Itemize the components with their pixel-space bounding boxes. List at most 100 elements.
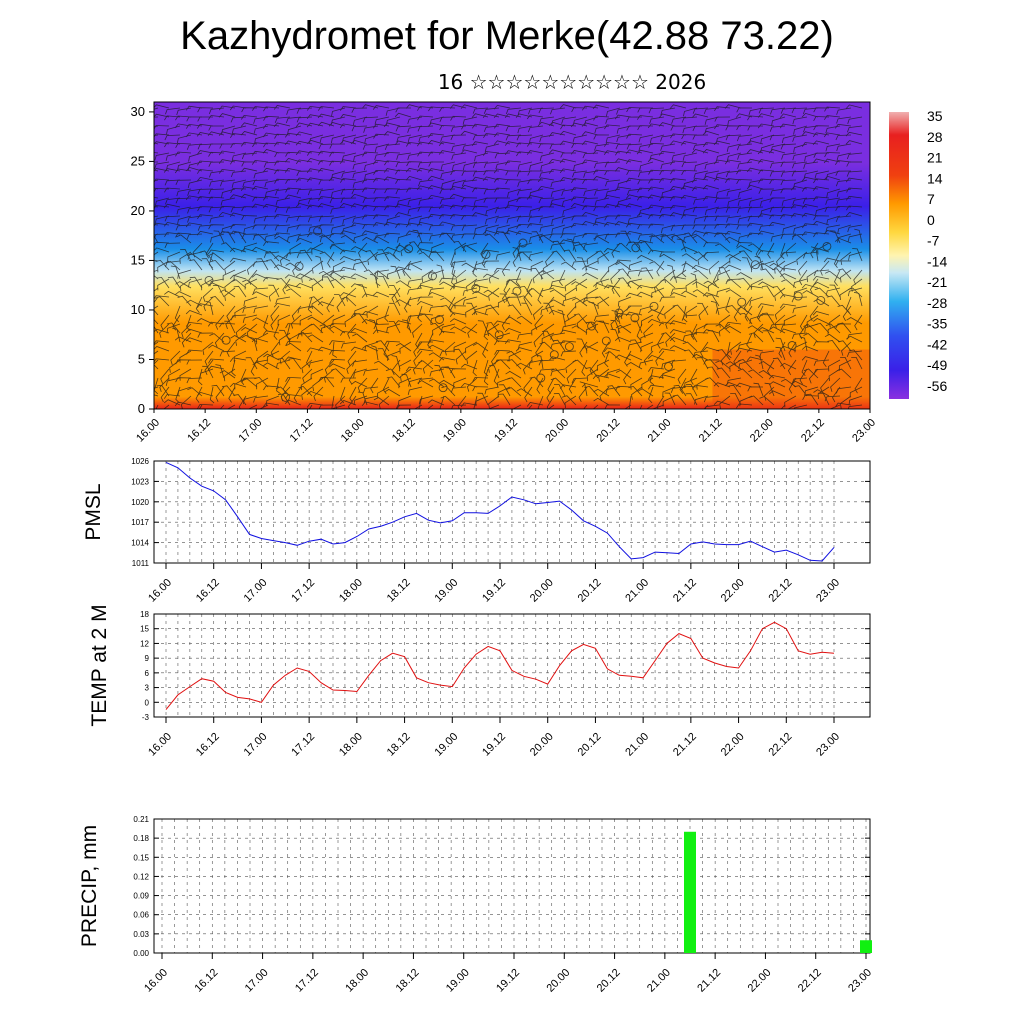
wind-barb: [485, 305, 500, 315]
wind-barb: [462, 296, 478, 306]
wind-barb: [803, 170, 819, 179]
wind-barb: [154, 309, 159, 316]
wind-barb: [339, 275, 357, 281]
wind-barb: [682, 152, 698, 161]
wind-barb: [208, 151, 225, 157]
wind-barb: [310, 368, 324, 380]
wind-barb: [253, 215, 269, 224]
wind-barb: [407, 215, 423, 225]
wind-barb: [428, 305, 445, 313]
wind-barb: [748, 332, 764, 343]
wind-barb: [361, 104, 379, 109]
wind-barb: [702, 329, 720, 334]
wind-barb: [262, 132, 280, 138]
wind-barb: [341, 152, 357, 162]
wind-barb: [174, 305, 181, 323]
wind-barb: [407, 125, 423, 133]
wind-barb: [374, 152, 390, 161]
wind-barb: [339, 249, 357, 255]
wind-barb: [835, 215, 852, 223]
wind-barb: [307, 232, 324, 238]
calm-wind-circle: [221, 335, 231, 345]
wind-barb: [691, 113, 709, 119]
wind-barb: [854, 377, 863, 394]
wind-barb: [792, 116, 808, 125]
wind-barb: [650, 341, 665, 352]
calm-wind-circle: [630, 313, 640, 323]
wind-barb: [803, 125, 819, 133]
wind-barb: [208, 344, 225, 352]
wind-barb: [505, 316, 522, 325]
wind-barb: [262, 241, 280, 247]
wind-barb: [165, 107, 181, 115]
wind-barb: [548, 121, 566, 127]
wind-barb: [306, 114, 324, 119]
wind-barb: [263, 353, 280, 361]
wind-barb: [262, 402, 280, 408]
wind-barb: [286, 215, 302, 223]
wind-barb: [329, 323, 346, 329]
wind-barb: [794, 385, 808, 397]
wind-barb: [774, 287, 786, 301]
pmsl-ylabel: PMSL: [82, 483, 105, 540]
wind-barb: [718, 323, 731, 337]
wind-barb: [826, 188, 841, 198]
wind-barb: [649, 261, 665, 271]
wind-barb: [495, 359, 511, 370]
wind-barb: [407, 296, 423, 305]
wind-barb: [484, 332, 500, 343]
wind-barb: [532, 305, 544, 320]
wind-barb: [531, 350, 544, 363]
wind-barb: [614, 114, 632, 120]
wind-barb: [397, 268, 412, 280]
wind-barb: [562, 224, 577, 234]
wind-barb: [218, 211, 236, 217]
wind-barb: [189, 276, 203, 289]
wind-barb: [351, 125, 368, 132]
wind-barb: [804, 386, 819, 396]
wind-barb: [636, 115, 654, 120]
wind-barb: [559, 177, 577, 182]
wind-barb: [560, 261, 577, 271]
wind-barb: [579, 381, 588, 397]
wind-barb: [726, 215, 742, 223]
wind-barb: [308, 323, 324, 334]
wind-barb: [570, 122, 588, 128]
wind-barb: [251, 185, 269, 191]
wind-barb: [812, 140, 830, 145]
wind-barb: [352, 260, 368, 270]
wind-barb: [197, 116, 213, 122]
wind-barb: [230, 224, 247, 230]
wind-barb: [317, 346, 335, 352]
wind-barb: [845, 131, 863, 137]
wind-barb: [409, 241, 423, 253]
wind-barb: [846, 205, 863, 211]
wind-barb: [586, 368, 599, 382]
wind-barb: [472, 290, 489, 298]
wind-barb: [836, 107, 852, 115]
wind-barb: [638, 143, 654, 152]
wind-barb: [719, 314, 731, 328]
wind-barb: [747, 206, 764, 213]
wind-barb: [322, 276, 335, 289]
wind-barb: [515, 269, 522, 287]
wind-barb: [665, 314, 676, 330]
wind-barb: [571, 187, 588, 193]
wind-barb: [167, 251, 181, 262]
wind-barb: [471, 123, 489, 129]
wind-barb: [238, 395, 247, 409]
wind-barb: [813, 341, 830, 347]
wind-barb: [471, 141, 489, 146]
wind-barb: [209, 386, 215, 404]
wind-barb: [352, 215, 368, 224]
wind-barb: [669, 329, 687, 334]
cross-y-tick-label: 30: [131, 104, 145, 119]
wind-barb: [197, 143, 214, 150]
wind-barb: [461, 326, 478, 334]
wind-barb: [387, 350, 401, 361]
wind-barb: [417, 151, 434, 157]
wind-barb: [793, 404, 808, 409]
wind-barb: [650, 286, 665, 298]
wind-barb: [835, 170, 852, 176]
wind-barb: [438, 330, 456, 336]
